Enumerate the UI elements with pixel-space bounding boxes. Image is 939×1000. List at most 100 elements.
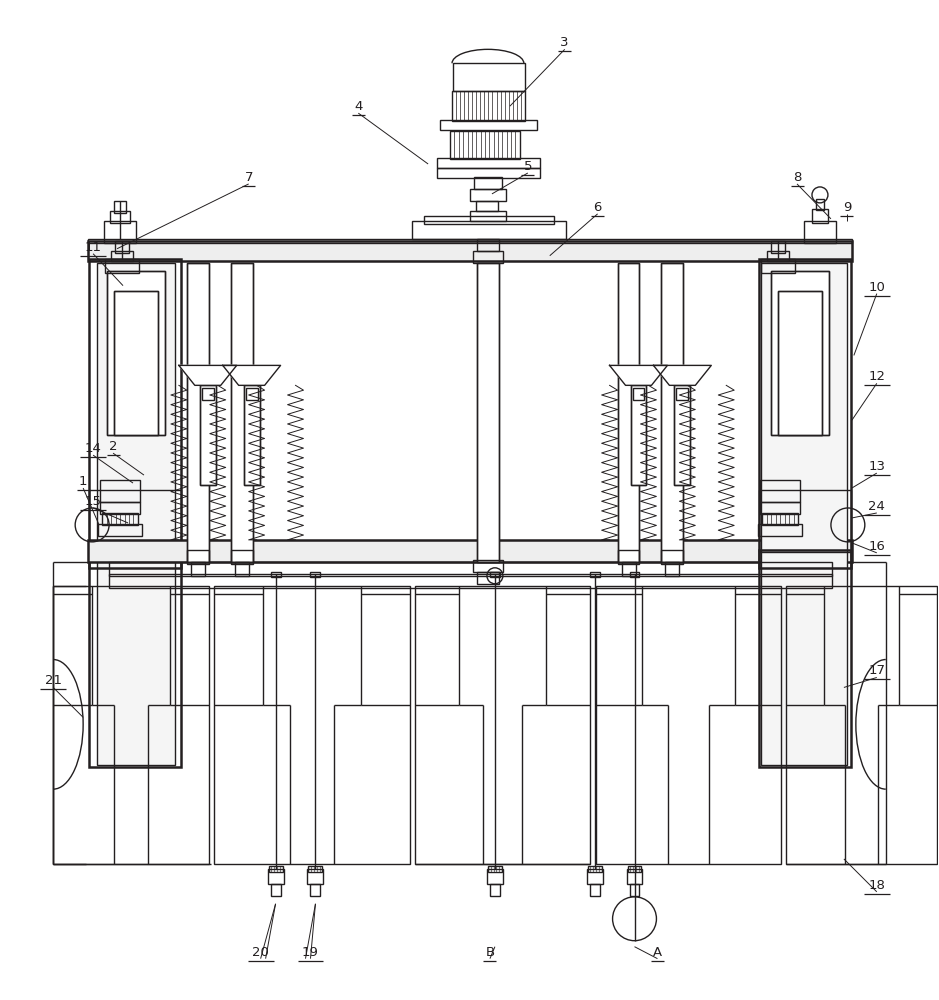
Text: 8: 8 [793,171,801,184]
Bar [235,562,249,576]
Bar [762,259,795,273]
Bar [771,241,785,253]
Bar [812,209,828,223]
Text: 5: 5 [524,160,532,173]
Bar [191,562,205,576]
Bar [202,388,214,400]
Bar [630,385,646,485]
Bar [105,259,139,273]
Bar [187,263,208,562]
Bar [452,91,525,121]
Polygon shape [178,365,237,385]
Bar [622,562,636,576]
Bar [473,560,503,572]
Bar [588,866,602,872]
Bar [633,388,644,400]
Bar [761,480,800,502]
Bar [758,524,802,536]
Bar [102,513,138,525]
Bar [214,586,410,864]
Bar [109,562,832,576]
Bar [440,120,537,130]
Bar [269,866,283,872]
Bar [487,869,503,884]
Text: 7: 7 [244,171,253,184]
Bar [674,385,690,485]
Bar [473,251,503,263]
Bar [115,241,129,253]
Bar [477,572,499,584]
Bar [618,263,639,562]
Bar [311,884,320,896]
Bar [243,385,259,485]
Bar [88,239,852,243]
Bar [477,263,499,562]
Text: 3: 3 [561,36,569,49]
Bar [270,884,281,896]
Bar [490,572,500,577]
Bar [246,388,257,400]
Bar [761,502,800,514]
Bar [488,866,502,872]
Bar [450,131,520,159]
Bar [89,550,181,568]
Bar [804,221,836,243]
Bar [767,251,789,261]
Polygon shape [609,365,668,385]
Bar [415,586,590,864]
Bar [114,291,158,435]
Bar [771,271,829,435]
Text: 16: 16 [869,540,885,553]
Bar [114,291,158,435]
Text: 20: 20 [253,946,269,959]
Bar [114,201,126,213]
Bar [231,263,253,562]
Text: 19: 19 [302,946,319,959]
Bar [759,490,851,552]
Polygon shape [654,365,711,385]
Bar [661,263,684,562]
Bar [200,385,216,485]
Bar [476,201,498,211]
Bar [437,158,540,168]
Bar [676,388,688,400]
Text: 24: 24 [869,500,885,513]
Bar [110,211,130,223]
Bar [54,586,208,864]
Bar [470,211,506,221]
Text: 6: 6 [593,201,602,214]
Text: A: A [653,946,662,959]
Polygon shape [223,365,281,385]
Bar [587,869,603,884]
Bar [477,263,499,562]
Bar [627,866,641,872]
Bar [231,263,253,562]
Bar [311,572,320,577]
Bar [453,63,525,91]
Bar [762,263,847,765]
Bar [474,177,502,189]
Bar [187,550,208,564]
Bar [771,271,829,435]
Bar [98,524,142,536]
Bar [759,550,851,568]
Bar [88,241,852,261]
Bar [618,550,639,564]
Bar [104,221,136,243]
Bar [424,216,554,224]
Bar [470,189,506,201]
Bar [89,490,181,552]
Bar [107,271,165,435]
Bar [109,574,832,588]
Text: B: B [485,946,495,959]
Bar [100,480,140,502]
Bar [629,572,639,577]
Bar [89,259,181,767]
Bar [100,502,140,514]
Bar [590,572,600,577]
Text: 9: 9 [842,201,851,214]
Bar [200,385,216,485]
Bar [618,263,639,562]
Text: 14: 14 [85,442,101,455]
Bar [629,884,639,896]
